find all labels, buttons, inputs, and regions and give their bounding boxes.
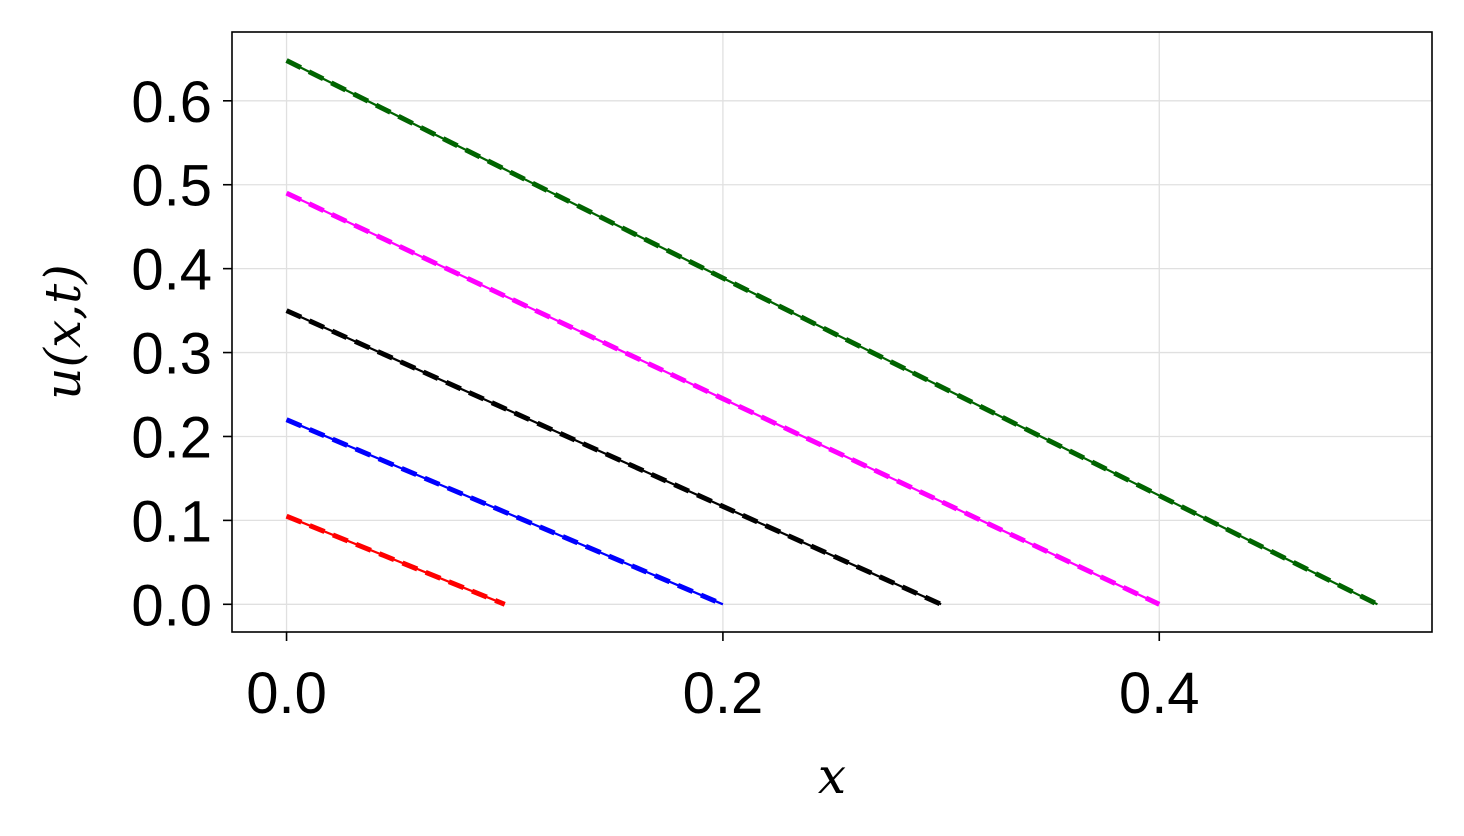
axis-ticks: 0.0 0.2 0.4 0.0 0.1 0.2 0.3 0.4 0.5 0.6: [131, 70, 1199, 726]
series-line-8-dashed: [285, 190, 1161, 607]
x-tick-label: 0.0: [246, 661, 327, 726]
series-group: [285, 58, 1379, 607]
y-tick-label: 0.2: [131, 405, 212, 470]
y-tick-label: 0.0: [131, 573, 212, 638]
y-tick-label: 0.3: [131, 322, 212, 387]
y-tick-label: 0.4: [131, 238, 212, 303]
y-axis-title: u(x,t): [34, 264, 92, 399]
y-tick-label: 0.1: [131, 489, 212, 554]
series-line-2-dashed: [285, 513, 506, 607]
x-tick-label: 0.2: [683, 661, 764, 726]
x-axis-title: x: [818, 747, 846, 805]
plot-frame: [231, 31, 1433, 633]
y-tick-label: 0.5: [131, 154, 212, 219]
y-tick-label: 0.6: [131, 70, 212, 135]
series-line-10-dashed: [285, 58, 1379, 607]
series-line-6-dashed: [285, 308, 943, 607]
x-tick-label: 0.4: [1119, 661, 1200, 726]
grid: [232, 32, 1432, 632]
series-line-4-dashed: [285, 417, 724, 607]
